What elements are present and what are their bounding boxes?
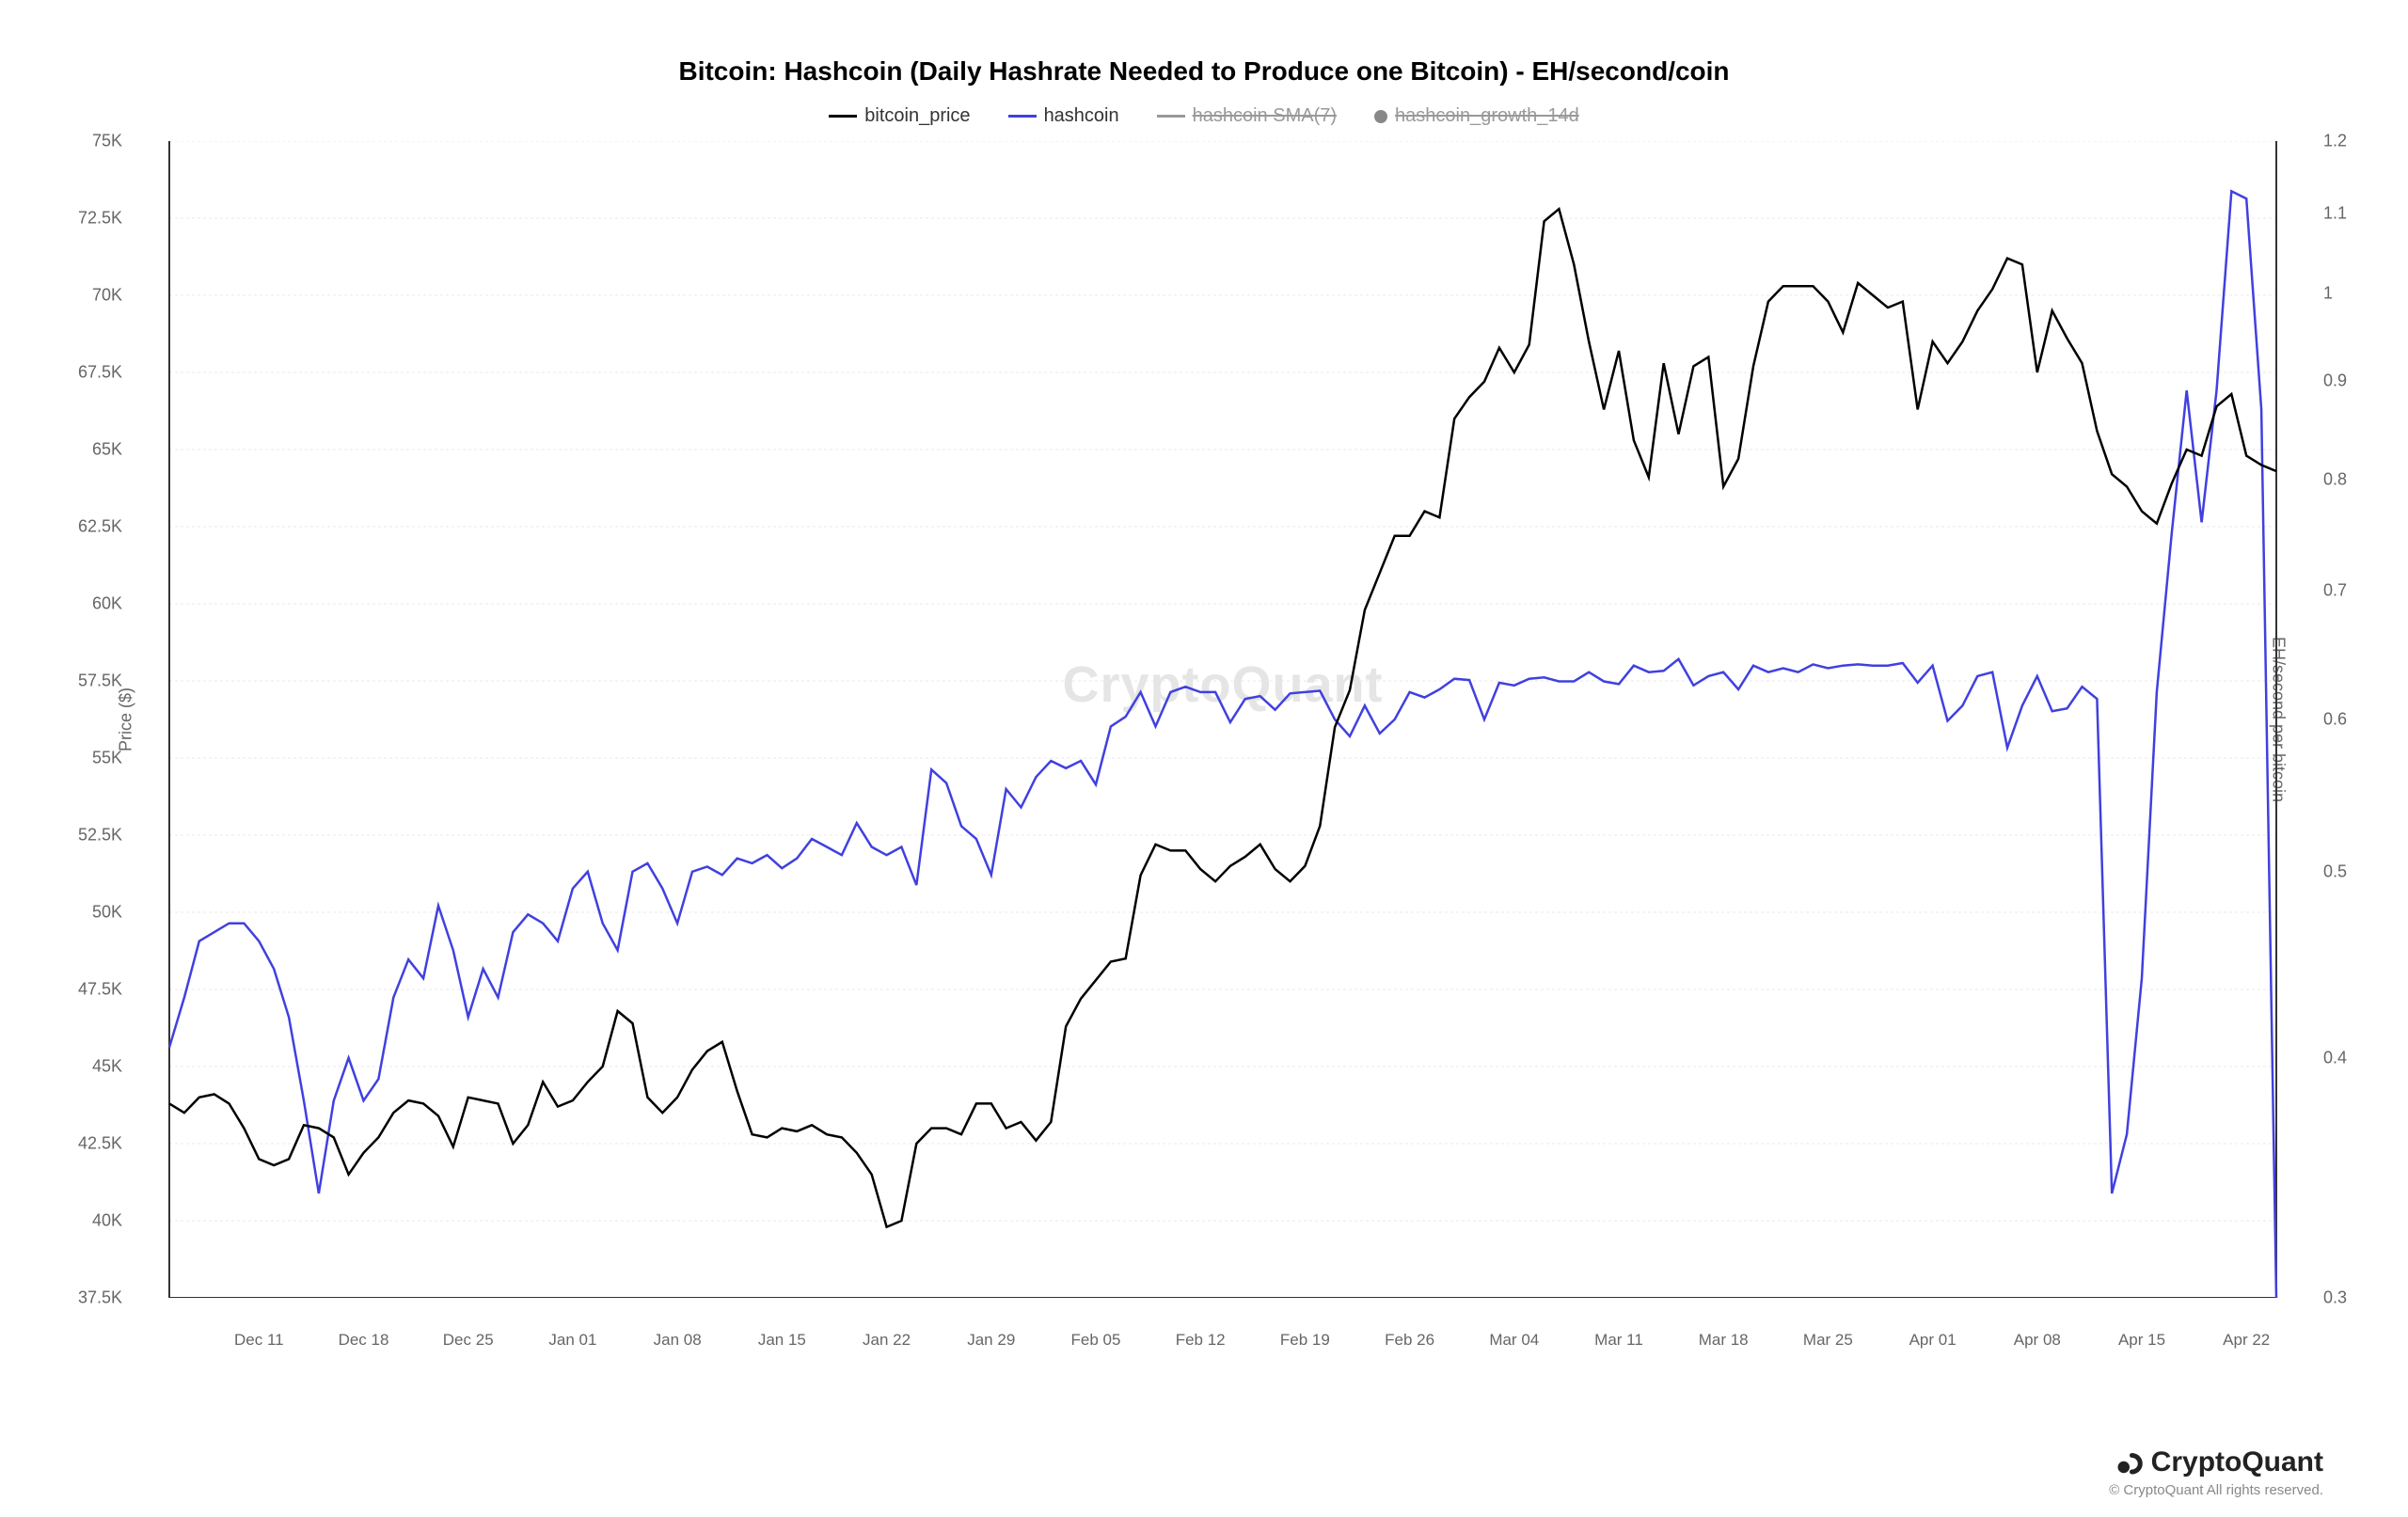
y-right-tick: 0.7	[2323, 581, 2347, 601]
x-tick: Feb 05	[1070, 1331, 1120, 1350]
legend-label: hashcoin SMA(7)	[1193, 105, 1337, 127]
y-right-tick: 0.5	[2323, 861, 2347, 881]
series-bitcoin-price	[169, 209, 2276, 1226]
legend-line-swatch	[1008, 115, 1037, 118]
legend-line-swatch	[1157, 115, 1185, 118]
y-left-tick: 75K	[92, 132, 122, 151]
plot-area: Price ($) EH/second per bitcoin CryptoQu…	[141, 141, 2305, 1298]
y-right-tick: 0.6	[2323, 710, 2347, 730]
x-tick: Jan 08	[654, 1331, 702, 1350]
copyright: © CryptoQuant All rights reserved.	[2109, 1482, 2323, 1498]
y-left-tick: 37.5K	[78, 1288, 122, 1308]
brand-name: CryptoQuant	[2151, 1446, 2323, 1478]
y-left-tick: 60K	[92, 594, 122, 614]
x-tick: Apr 08	[2014, 1331, 2061, 1350]
x-tick: Jan 29	[967, 1331, 1015, 1350]
x-tick: Jan 22	[863, 1331, 911, 1350]
x-tick: Mar 25	[1803, 1331, 1853, 1350]
y-left-tick: 50K	[92, 903, 122, 923]
y-right-tick: 1.1	[2323, 204, 2347, 224]
x-tick: Mar 18	[1699, 1331, 1749, 1350]
x-tick: Mar 11	[1594, 1331, 1643, 1350]
x-tick: Feb 12	[1176, 1331, 1226, 1350]
legend-item[interactable]: hashcoin SMA(7)	[1157, 105, 1337, 127]
footer: CryptoQuant © CryptoQuant All rights res…	[2109, 1446, 2323, 1498]
x-tick: Mar 04	[1489, 1331, 1539, 1350]
y-right-tick: 0.8	[2323, 469, 2347, 489]
footer-logo: CryptoQuant	[2109, 1446, 2323, 1478]
y-left-tick: 57.5K	[78, 672, 122, 691]
y-left-tick: 72.5K	[78, 209, 122, 229]
y-left-tick: 45K	[92, 1057, 122, 1077]
y-axis-left-label: Price ($)	[117, 687, 136, 751]
y-right-tick: 0.4	[2323, 1048, 2347, 1067]
legend-item[interactable]: hashcoin_growth_14d	[1374, 105, 1579, 127]
x-tick: Dec 11	[234, 1331, 284, 1350]
x-tick: Apr 15	[2118, 1331, 2165, 1350]
y-left-tick: 70K	[92, 286, 122, 306]
legend-dot-swatch	[1374, 110, 1387, 123]
chart-title: Bitcoin: Hashcoin (Daily Hashrate Needed…	[75, 56, 2333, 87]
legend-label: bitcoin_price	[864, 105, 970, 127]
legend-label: hashcoin	[1044, 105, 1119, 127]
x-tick: Apr 22	[2223, 1331, 2270, 1350]
y-left-tick: 65K	[92, 440, 122, 460]
plot-svg	[141, 141, 2305, 1298]
y-right-tick: 0.9	[2323, 371, 2347, 391]
x-tick: Jan 15	[758, 1331, 806, 1350]
x-tick: Dec 25	[443, 1331, 494, 1350]
y-right-tick: 1.2	[2323, 132, 2347, 151]
y-left-tick: 47.5K	[78, 980, 122, 1000]
chart-container: Bitcoin: Hashcoin (Daily Hashrate Needed…	[75, 56, 2333, 1467]
series-hashcoin	[169, 191, 2276, 1298]
brand-icon	[2115, 1448, 2144, 1477]
x-tick: Feb 26	[1385, 1331, 1434, 1350]
y-left-tick: 62.5K	[78, 517, 122, 537]
legend-item[interactable]: bitcoin_price	[829, 105, 970, 127]
legend: bitcoin_price hashcoin hashcoin SMA(7) hash…	[75, 105, 2333, 127]
x-tick: Jan 01	[548, 1331, 596, 1350]
x-tick: Apr 01	[1909, 1331, 1956, 1350]
legend-item[interactable]: hashcoin	[1008, 105, 1119, 127]
legend-line-swatch	[829, 115, 857, 118]
x-tick: Feb 19	[1280, 1331, 1330, 1350]
legend-label: hashcoin_growth_14d	[1395, 105, 1579, 127]
y-left-tick: 42.5K	[78, 1134, 122, 1154]
y-right-tick: 0.3	[2323, 1288, 2347, 1308]
y-left-tick: 52.5K	[78, 826, 122, 845]
y-left-tick: 55K	[92, 749, 122, 768]
y-left-tick: 67.5K	[78, 363, 122, 383]
y-left-tick: 40K	[92, 1211, 122, 1231]
y-right-tick: 1	[2323, 283, 2333, 303]
x-tick: Dec 18	[339, 1331, 389, 1350]
